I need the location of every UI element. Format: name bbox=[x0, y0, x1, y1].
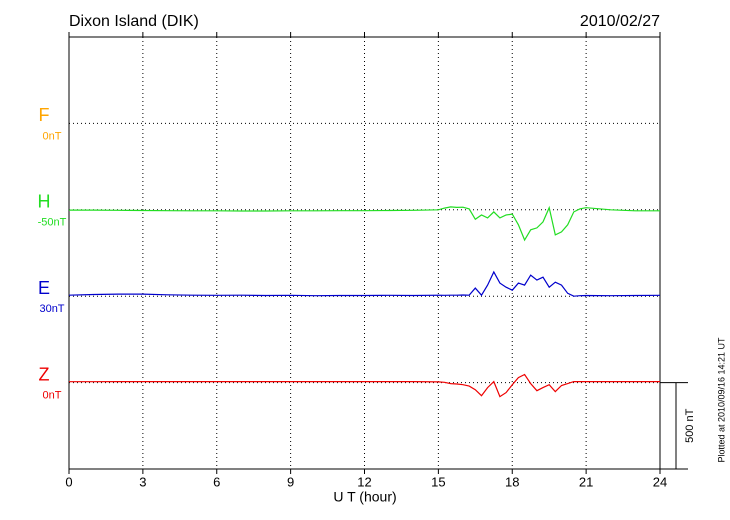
channel-name: E bbox=[38, 278, 50, 298]
chart-date: 2010/02/27 bbox=[580, 13, 660, 30]
x-tick-label: 3 bbox=[139, 474, 146, 489]
baseline-label: 0nT bbox=[43, 130, 62, 142]
x-tick-label: 15 bbox=[431, 474, 445, 489]
x-tick-label: 18 bbox=[505, 474, 519, 489]
x-axis-label: U T (hour) bbox=[333, 489, 396, 505]
scale-bar-label: 500 nT bbox=[684, 408, 696, 443]
baseline-label: -50nT bbox=[38, 217, 67, 229]
trace bbox=[68, 270, 661, 297]
x-tick-label: 6 bbox=[213, 474, 220, 489]
x-tick-label: 12 bbox=[357, 474, 371, 489]
x-tick-label: 9 bbox=[287, 474, 294, 489]
baseline-label: 30nT bbox=[39, 303, 64, 315]
baseline-label: 0nT bbox=[43, 390, 62, 402]
channel-name: F bbox=[39, 105, 50, 125]
trace bbox=[69, 373, 660, 398]
plotted-note: Plotted at 2010/09/16 14:21 UT bbox=[716, 337, 726, 463]
channel-name: H bbox=[38, 192, 51, 212]
trace bbox=[69, 205, 660, 242]
chart-title: Dixon Island (DIK) bbox=[69, 13, 199, 30]
x-tick-label: 24 bbox=[653, 474, 667, 489]
x-tick-label: 0 bbox=[65, 474, 72, 489]
x-tick-label: 21 bbox=[579, 474, 593, 489]
channel-name: Z bbox=[39, 364, 50, 384]
